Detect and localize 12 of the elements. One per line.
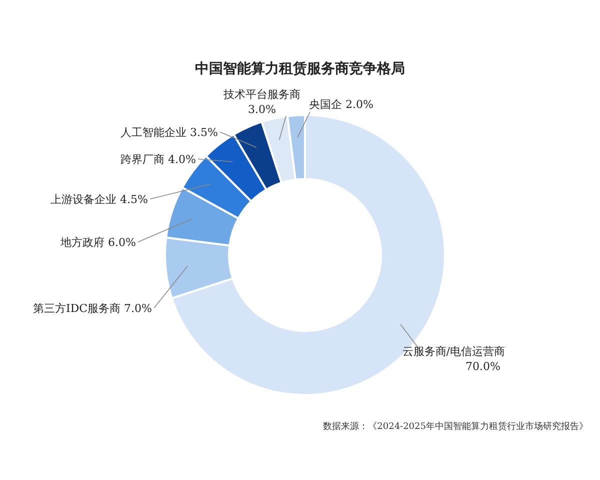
slice-label: 央国企 2.0% [309,98,374,111]
data-label: 70.0% [466,360,500,373]
slice-label: 上游设备企业 4.5% [50,193,148,206]
source-note: 数据来源：《2024-2025年中国智能算力租赁行业市场研究报告》 [323,420,588,433]
slice-label: 技术平台服务商 [222,88,300,101]
slice-label: 地方政府 6.0% [60,236,136,249]
slice-label: 跨界厂商 4.0% [120,153,196,166]
slice-label: 第三方IDC服务商 7.0% [32,302,152,315]
chart-title: 中国智能算力租赁服务商竞争格局 [194,60,406,78]
slice-label: 人工智能企业 3.5% [120,126,218,139]
slice-label: 云服务商/电信运营商 [402,345,505,358]
data-label: 3.0% [248,103,276,116]
